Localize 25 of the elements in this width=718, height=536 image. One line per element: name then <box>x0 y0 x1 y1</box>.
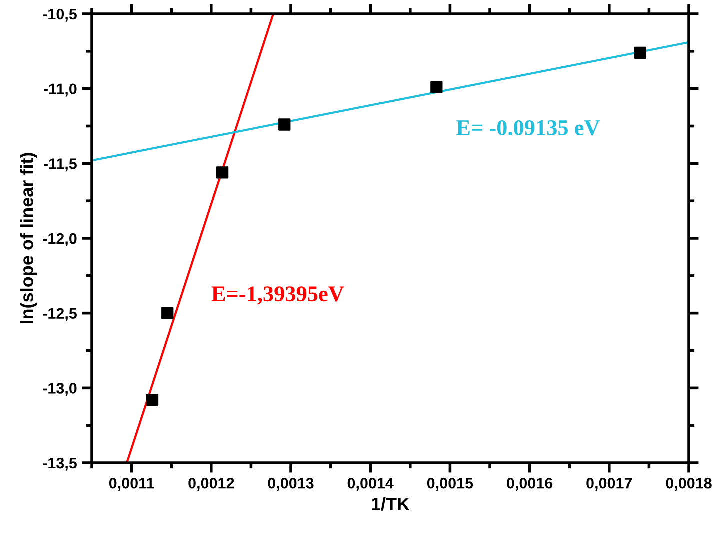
y-tick-label: -11,0 <box>44 84 77 97</box>
x-tick-label: 0,0015 <box>427 478 474 492</box>
point <box>634 46 647 59</box>
y-tick-label: -12,5 <box>43 308 77 322</box>
y-tick-label: -11,5 <box>44 158 77 172</box>
x-axis-title: 1/TK <box>372 497 410 511</box>
x-tick-label: 0,0012 <box>188 478 234 492</box>
x-tick-label: 0,0011 <box>109 478 154 492</box>
y-tick-label: -10,5 <box>43 8 77 22</box>
point <box>430 81 443 94</box>
x-tick-label: 0,0016 <box>507 478 553 492</box>
point <box>216 166 229 179</box>
series-label: E=-1,39395eV <box>212 286 344 305</box>
y-tick-label: -13,0 <box>43 383 77 396</box>
y-tick-label: -13,5 <box>43 458 77 471</box>
point <box>162 307 174 320</box>
y-axis-title: ln(slope of linear fit) <box>20 153 38 324</box>
x-tick-label: 0,0013 <box>268 478 314 492</box>
y-tick-label: -12,0 <box>43 233 77 246</box>
x-tick-label: 0,0017 <box>586 478 632 492</box>
x-tick-label: 0,0014 <box>348 478 394 492</box>
x-tick-label: 0,0018 <box>666 478 712 492</box>
point <box>278 118 291 131</box>
point <box>146 394 159 406</box>
series-label: E= -0.09135 eV <box>456 120 600 136</box>
